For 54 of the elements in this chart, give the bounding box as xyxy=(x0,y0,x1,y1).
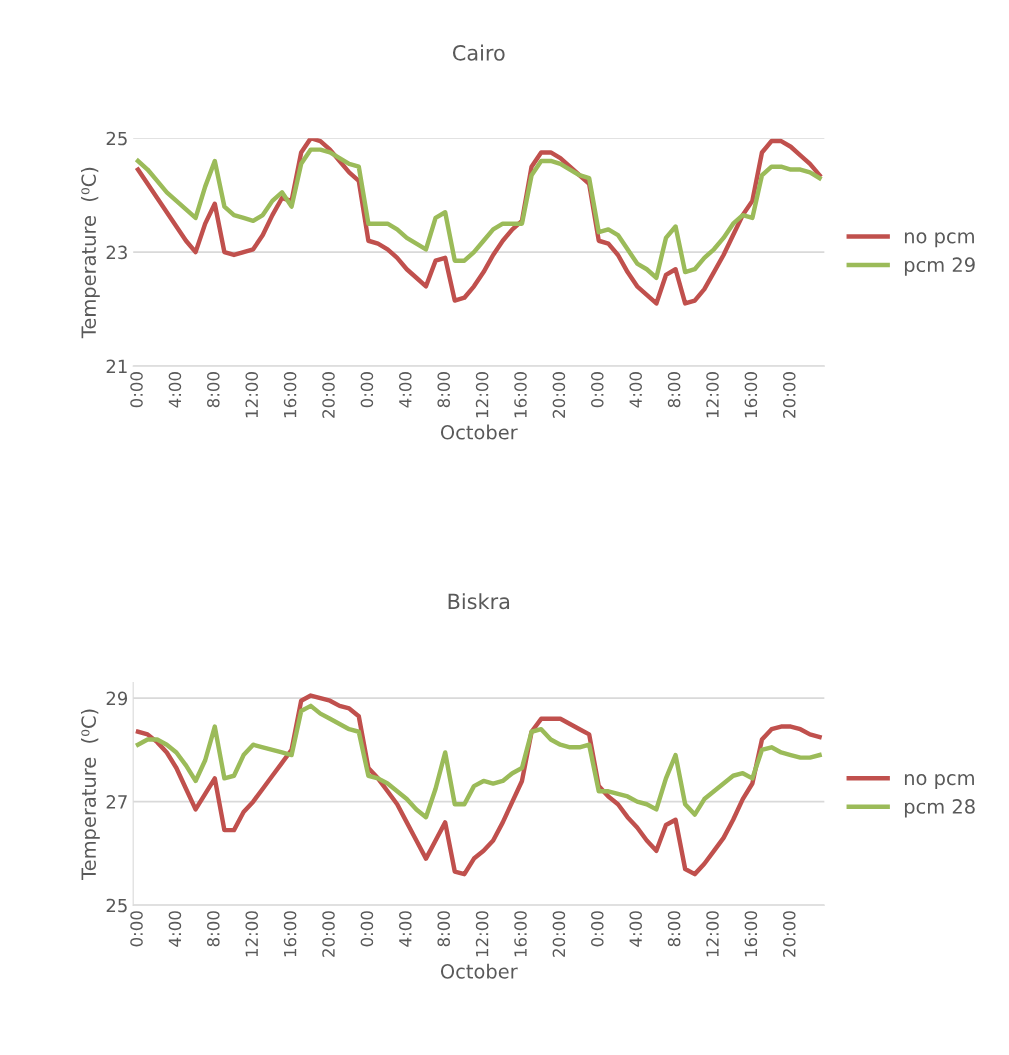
x-axis-title: October xyxy=(440,424,518,440)
x-tick-label: 8:00 xyxy=(207,372,220,408)
x-tick-label: 4:00 xyxy=(629,372,642,408)
legend-label: no pcm xyxy=(904,232,974,248)
x-tick-label: 16:00 xyxy=(514,372,527,418)
x-tick-label: 12:00 xyxy=(245,911,259,957)
chart-title: Cairo xyxy=(452,44,505,61)
x-tick-label: 4:00 xyxy=(399,372,412,408)
x-tick-label: 20:00 xyxy=(782,372,796,418)
x-tick-label: 20:00 xyxy=(782,911,796,957)
y-tick-label: 29 xyxy=(106,691,128,706)
line-series xyxy=(135,147,822,280)
x-tick-label: 0:00 xyxy=(360,372,374,408)
y-axis-title: Temperature (⁰C) xyxy=(81,167,100,339)
y-tick-label: 27 xyxy=(106,795,127,809)
y-tick-label: 23 xyxy=(106,245,127,260)
y-axis-title: Temperature (⁰C) xyxy=(81,709,100,880)
x-tick-label: 0:00 xyxy=(130,372,143,408)
x-tick-label: 20:00 xyxy=(322,372,335,418)
x-tick-label: 16:00 xyxy=(283,372,297,418)
x-tick-label: 0:00 xyxy=(590,911,604,947)
y-tick-label: 25 xyxy=(106,898,127,913)
line-series xyxy=(135,703,822,820)
x-tick-label: 12:00 xyxy=(475,911,489,957)
y-tick-label: 25 xyxy=(106,131,127,146)
x-tick-label: 4:00 xyxy=(629,911,642,947)
x-tick-label: 8:00 xyxy=(437,372,451,408)
x-tick-label: 4:00 xyxy=(399,911,412,947)
x-tick-label: 8:00 xyxy=(667,911,681,947)
x-tick-label: 16:00 xyxy=(283,911,297,957)
x-tick-label: 20:00 xyxy=(552,911,566,957)
x-tick-label: 20:00 xyxy=(552,372,566,418)
x-tick-label: 12:00 xyxy=(706,372,719,418)
x-tick-label: 12:00 xyxy=(706,911,719,957)
chart-title: Biskra xyxy=(448,593,510,610)
x-tick-label: 8:00 xyxy=(667,372,681,408)
legend-label: pcm 29 xyxy=(904,257,975,276)
x-tick-label: 16:00 xyxy=(744,911,758,957)
x-tick-label: 4:00 xyxy=(168,372,182,408)
legend-label: no pcm xyxy=(904,774,974,790)
legend-label: pcm 28 xyxy=(904,799,975,818)
x-tick-label: 0:00 xyxy=(360,911,374,947)
y-tick-label: 21 xyxy=(106,359,127,373)
x-tick-label: 16:00 xyxy=(744,372,758,418)
x-tick-label: 8:00 xyxy=(207,911,220,947)
x-tick-label: 20:00 xyxy=(322,911,335,957)
x-tick-label: 8:00 xyxy=(437,911,451,947)
x-tick-label: 4:00 xyxy=(168,911,182,947)
x-tick-label: 0:00 xyxy=(590,372,604,408)
x-tick-label: 0:00 xyxy=(130,911,143,947)
x-tick-label: 12:00 xyxy=(475,372,489,418)
x-axis-title: October xyxy=(440,963,518,979)
x-tick-label: 16:00 xyxy=(514,911,527,957)
x-tick-label: 12:00 xyxy=(245,372,259,418)
